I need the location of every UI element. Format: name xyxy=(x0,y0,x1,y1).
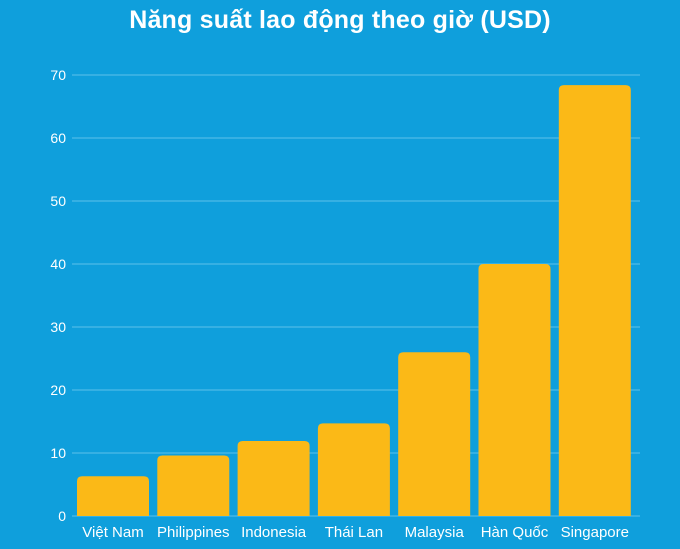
bar xyxy=(398,352,471,516)
chart-title: Năng suất lao động theo giờ (USD) xyxy=(129,6,551,34)
x-tick-label: Hàn Quốc xyxy=(481,524,549,541)
bar xyxy=(317,423,390,516)
y-tick-label: 70 xyxy=(50,67,66,83)
x-tick-label: Philippines xyxy=(157,524,230,541)
x-tick-label: Malaysia xyxy=(405,524,465,541)
y-tick-label: 30 xyxy=(50,319,66,335)
y-tick-label: 50 xyxy=(50,193,66,209)
bar xyxy=(558,85,631,516)
x-tick-label: Thái Lan xyxy=(325,524,383,541)
y-tick-label: 10 xyxy=(50,445,66,461)
bar xyxy=(478,264,551,516)
x-tick-label: Indonesia xyxy=(241,524,307,541)
x-tick-label: Việt Nam xyxy=(82,524,143,541)
y-tick-label: 0 xyxy=(58,508,66,524)
x-tick-label: Singapore xyxy=(561,524,629,541)
bar xyxy=(157,455,230,516)
y-tick-label: 60 xyxy=(50,130,66,146)
y-tick-label: 20 xyxy=(50,382,66,398)
bar xyxy=(77,476,149,516)
bar xyxy=(237,441,310,516)
y-tick-label: 40 xyxy=(50,256,66,272)
